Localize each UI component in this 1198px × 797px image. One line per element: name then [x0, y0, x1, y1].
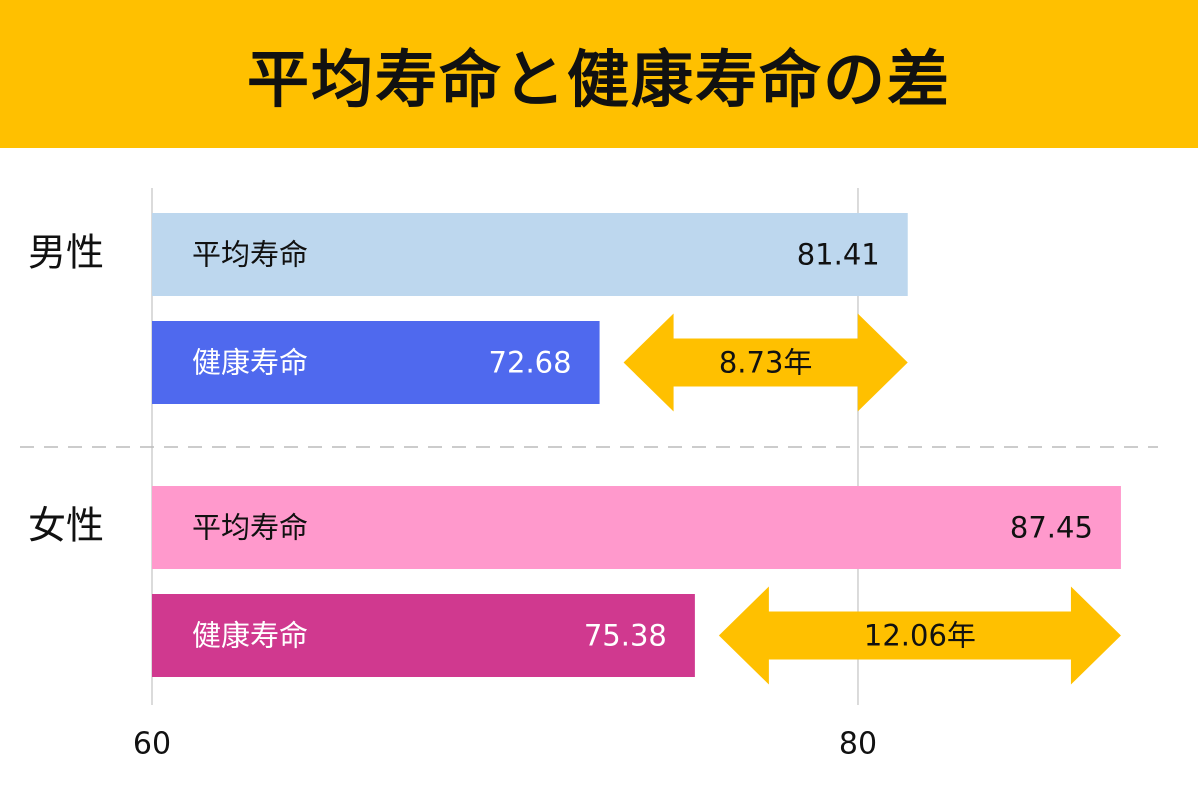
- bar-series-label: 健康寿命: [192, 346, 308, 380]
- difference-arrow: [718, 586, 1121, 685]
- difference-label: 8.73年: [719, 346, 813, 380]
- bar: [152, 486, 1121, 569]
- bar-series-label: 平均寿命: [192, 238, 308, 272]
- value-label: 72.68: [489, 346, 572, 380]
- category-label: 女性: [28, 504, 104, 548]
- category-label: 男性: [28, 231, 104, 275]
- x-tick-label: 60: [133, 727, 171, 762]
- value-label: 87.45: [1010, 511, 1093, 545]
- bar-series-label: 健康寿命: [192, 619, 308, 653]
- bar: [152, 594, 695, 677]
- value-label: 75.38: [584, 619, 667, 653]
- difference-label: 12.06年: [864, 619, 976, 653]
- difference-arrow: [623, 313, 908, 412]
- value-label: 81.41: [797, 238, 880, 272]
- chart-title: 平均寿命と健康寿命の差: [246, 43, 951, 116]
- x-tick-label: 80: [839, 727, 877, 762]
- header: 平均寿命と健康寿命の差: [0, 0, 1198, 148]
- bar: [152, 213, 908, 296]
- bar: [152, 321, 600, 404]
- bar-series-label: 平均寿命: [192, 511, 308, 545]
